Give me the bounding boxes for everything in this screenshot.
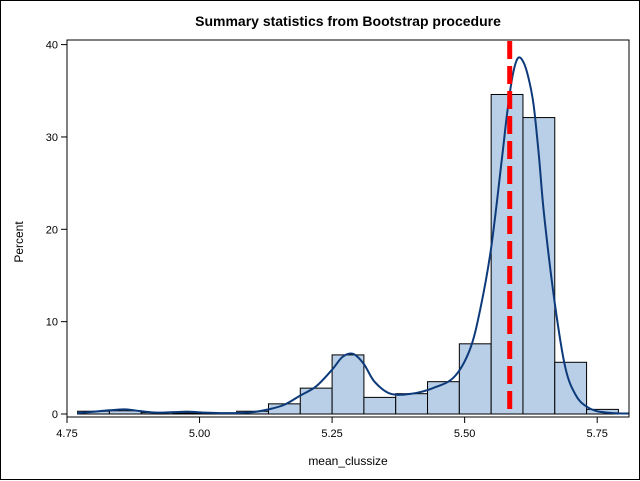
y-tick-label-0: 0 [52, 409, 58, 421]
plot-area [66, 39, 630, 418]
x-tick-label-4: 5.75 [586, 428, 607, 440]
x-tick-label-3: 5.50 [454, 428, 475, 440]
x-tick-label-1: 5.00 [189, 428, 210, 440]
histogram-bar-15 [554, 361, 588, 415]
x-tick-label-0: 4.75 [56, 428, 77, 440]
chart-title: Summary statistics from Bootstrap proced… [195, 13, 501, 29]
y-tick-label-1: 10 [46, 317, 58, 329]
y-axis-label: Percent [12, 221, 26, 263]
histogram-bar-8 [331, 354, 365, 415]
x-axis: 4.75 5.00 5.25 5.50 5.75 [56, 417, 608, 440]
histogram-bar-12 [458, 343, 492, 415]
histogram-bar-13 [490, 93, 524, 415]
density-curve [77, 56, 630, 415]
histogram-bar-10 [395, 393, 429, 415]
x-axis-label: mean_clussize [308, 454, 388, 468]
x-tick-label-2: 5.25 [321, 428, 342, 440]
histogram-bar-9 [363, 396, 397, 415]
bars-group [77, 93, 619, 415]
histogram-bar-11 [427, 381, 460, 415]
density-curve-group [77, 56, 630, 415]
y-tick-label-2: 20 [46, 224, 58, 236]
y-tick-label-4: 40 [46, 40, 58, 52]
y-axis: 0 10 20 30 40 [46, 40, 67, 421]
y-tick-label-3: 30 [46, 132, 58, 144]
